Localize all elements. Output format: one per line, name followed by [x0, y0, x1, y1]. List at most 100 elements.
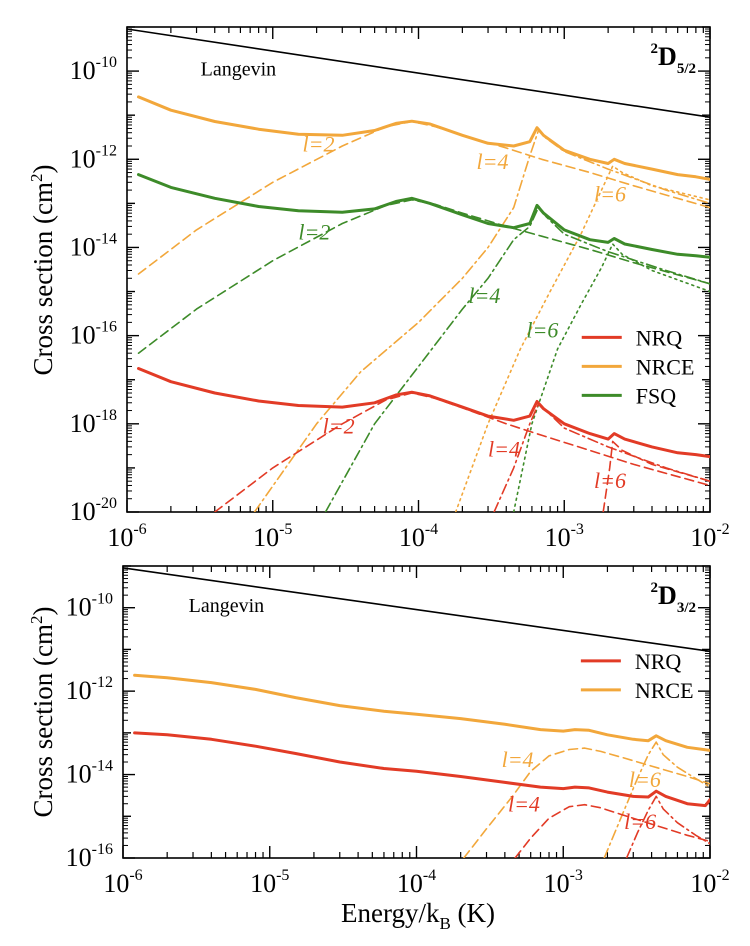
x-tick-base: 10 [544, 869, 570, 898]
x-tick-label: 10-3 [544, 867, 583, 898]
panel-bottom-d32: 10-6 10-5 10-4 10-3 10-210-1610-1410-1210-10… [27, 565, 730, 898]
x-tick-label: 10-6 [103, 867, 142, 898]
x-tick-label: 10-4 [397, 867, 436, 898]
x-tick-label: 10-2 [690, 521, 729, 552]
y-tick-exponent: -12 [92, 674, 113, 691]
x-axis-title-subscript: B [439, 914, 450, 933]
series-nrce-l-4 [253, 128, 710, 512]
state-label-base: D [658, 42, 677, 71]
series-fsq-l-2 [137, 199, 710, 354]
state-label-sup: 2 [651, 580, 659, 596]
x-axis-title-unit: (K) [451, 898, 495, 928]
x-tick-label: 10-5 [253, 521, 292, 552]
series-nrq-total [137, 367, 710, 459]
series-group [123, 567, 710, 858]
x-tick-base: 10 [399, 523, 425, 552]
y-tick-exponent: -18 [96, 407, 117, 424]
langevin-label: Langevin [201, 58, 277, 80]
x-tick-base: 10 [253, 523, 279, 552]
x-tick-exponent: -5 [279, 521, 292, 538]
y-tick-exponent: -16 [92, 841, 113, 858]
x-tick-base: 10 [103, 869, 129, 898]
x-tick-exponent: -4 [423, 867, 436, 884]
state-label: 2D5/2 [651, 41, 696, 77]
partial-wave-annotation: l=4 [508, 792, 540, 817]
series-nrce-total [133, 673, 710, 752]
y-tick-label: 10-10 [66, 591, 113, 622]
legend-label: NRQ [635, 649, 682, 674]
series-fsq-l-6 [512, 243, 710, 512]
legend-label: NRCE [636, 354, 695, 379]
series-nrq-l-4 [493, 402, 710, 512]
x-tick-exponent: -2 [716, 867, 729, 884]
partial-wave-annotation: l=4 [468, 283, 500, 308]
x-axis-title-base: Energy/k [341, 898, 440, 928]
series-nrq-l-6 [625, 795, 710, 858]
partial-wave-annotation: l=4 [502, 747, 534, 772]
x-tick-label: 10-5 [250, 867, 289, 898]
partial-wave-annotation: l=4 [476, 149, 508, 174]
y-axis-title-close: ) [28, 165, 58, 174]
series-nrq-total [133, 731, 710, 808]
y-axis-title-base: Cross section (cm [28, 182, 58, 375]
y-axis-title-sup: 2 [27, 174, 46, 183]
x-tick-label: 10-3 [545, 521, 584, 552]
series-nrce-total [137, 95, 710, 181]
y-tick-label: 10-10 [70, 54, 117, 85]
y-tick-label: 10-18 [70, 407, 117, 438]
x-tick-exponent: -2 [716, 521, 729, 538]
series-nrce-l-6 [603, 741, 710, 858]
x-tick-exponent: -5 [276, 867, 289, 884]
partial-wave-annotation: l=6 [624, 809, 656, 834]
x-tick-exponent: -6 [133, 521, 146, 538]
y-tick-label: 10-16 [70, 319, 117, 350]
partial-wave-annotation: l=2 [303, 132, 335, 157]
series-group [127, 28, 710, 512]
x-tick-base: 10 [250, 869, 276, 898]
x-axis-title: Energy/kB (K) [341, 898, 495, 933]
y-axis-title-base: Cross section (cm [28, 624, 58, 817]
partial-wave-annotation: l=2 [298, 220, 330, 245]
y-tick-label: 10-16 [66, 841, 113, 872]
x-tick-exponent: -3 [570, 867, 583, 884]
y-tick-base: 10 [66, 676, 92, 705]
legend-label: NRQ [636, 325, 683, 350]
series-nrq-l-6 [602, 440, 710, 512]
y-tick-exponent: -10 [92, 591, 113, 608]
y-tick-exponent: -16 [96, 319, 117, 336]
partial-wave-annotation: l=6 [594, 468, 626, 493]
y-tick-base: 10 [70, 144, 96, 173]
y-tick-base: 10 [70, 497, 96, 526]
series-nrq-l-4 [514, 803, 710, 858]
partial-wave-annotation: l=4 [488, 437, 520, 462]
y-axis-title-close: ) [28, 607, 58, 616]
x-tick-base: 10 [545, 523, 571, 552]
partial-wave-annotation: l=6 [629, 767, 661, 792]
partial-wave-annotation: l=6 [526, 318, 558, 343]
legend-label: NRCE [635, 678, 694, 703]
x-tick-exponent: -3 [571, 521, 584, 538]
x-tick-exponent: -6 [129, 867, 142, 884]
y-tick-exponent: -20 [96, 495, 117, 512]
x-tick-label: 10-2 [690, 867, 729, 898]
x-tick-label: 10-6 [107, 521, 146, 552]
legend-label: FSQ [636, 383, 676, 408]
partial-wave-annotation: l=6 [594, 182, 626, 207]
x-tick-exponent: -4 [425, 521, 438, 538]
state-label-sup: 2 [651, 41, 659, 57]
x-tick-base: 10 [107, 523, 133, 552]
y-tick-label: 10-12 [66, 674, 113, 705]
y-axis-title-sup: 2 [27, 616, 46, 625]
x-tick-label: 10-4 [399, 521, 438, 552]
y-tick-base: 10 [66, 760, 92, 789]
y-tick-exponent: -10 [96, 54, 117, 71]
x-tick-base: 10 [690, 869, 716, 898]
y-axis-title: Cross section (cm2) [27, 165, 58, 376]
y-tick-label: 10-12 [70, 142, 117, 173]
y-tick-label: 10-14 [66, 758, 113, 789]
y-tick-base: 10 [70, 56, 96, 85]
series-nrce-l-4 [463, 747, 710, 858]
state-label-sub: 3/2 [677, 600, 696, 616]
y-tick-exponent: -14 [92, 758, 113, 775]
